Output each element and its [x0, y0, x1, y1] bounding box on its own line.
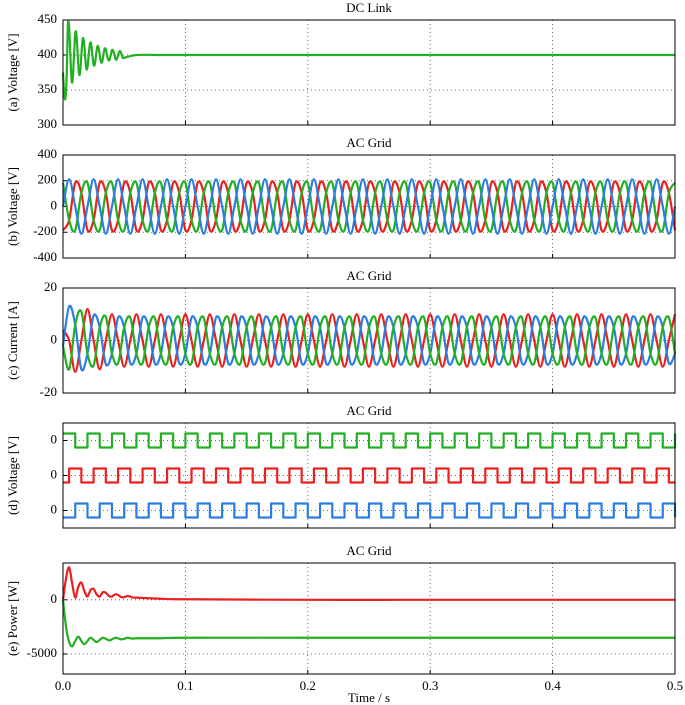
trace	[61, 309, 677, 371]
chart-title: AC Grid	[346, 543, 392, 558]
y-tick-label: 400	[38, 146, 58, 161]
trace	[61, 566, 675, 601]
y-axis-label: (d) Voltage [V]	[5, 436, 20, 515]
x-tick-label: 0.4	[544, 678, 561, 693]
y-tick-label: 0	[51, 431, 58, 446]
y-axis-label: (e) Power [W]	[5, 581, 20, 656]
plot-frame	[62, 562, 676, 675]
y-tick-label: 200	[38, 172, 58, 187]
trace	[63, 502, 677, 519]
y-tick-label: 0	[51, 501, 58, 516]
y-axis-label: (a) Voltage [V]	[5, 33, 20, 111]
x-tick-label: 0.1	[177, 678, 193, 693]
trace	[61, 180, 676, 233]
trace	[62, 180, 677, 233]
y-tick-label: -200	[33, 223, 57, 238]
y-tick-label: 0	[51, 466, 58, 481]
x-tick-label: 0.5	[667, 678, 683, 693]
x-tick-label: 0.3	[422, 678, 438, 693]
chart-title: AC Grid	[346, 268, 392, 283]
plot-frame	[62, 19, 676, 126]
trace	[61, 20, 675, 101]
y-tick-label: -20	[40, 384, 57, 399]
y-tick-label: 0	[51, 591, 58, 606]
chart-title: AC Grid	[346, 403, 392, 418]
plot-frame	[62, 422, 676, 529]
y-tick-label: 0	[51, 197, 58, 212]
y-axis-label: (b) Voltage [V]	[5, 167, 20, 246]
x-tick-label: 0.0	[55, 678, 71, 693]
plot-frame	[62, 154, 676, 259]
plot-frame	[62, 287, 676, 394]
chart-title: AC Grid	[346, 135, 392, 150]
trace	[61, 599, 675, 648]
x-axis-label: Time / s	[348, 690, 390, 705]
y-tick-label: -400	[33, 249, 57, 264]
trace	[63, 467, 675, 484]
y-axis-label: (c) Current [A]	[5, 301, 20, 380]
y-tick-label: -5000	[27, 645, 57, 660]
y-tick-label: 400	[38, 46, 58, 61]
chart-title: DC Link	[346, 0, 392, 15]
y-tick-label: 350	[38, 81, 58, 96]
trace	[63, 432, 677, 449]
x-tick-label: 0.2	[300, 678, 316, 693]
y-tick-label: 450	[38, 11, 58, 26]
trace	[61, 178, 677, 235]
y-tick-label: 0	[51, 331, 58, 346]
y-tick-label: 300	[38, 116, 58, 131]
y-tick-label: 20	[44, 279, 57, 294]
